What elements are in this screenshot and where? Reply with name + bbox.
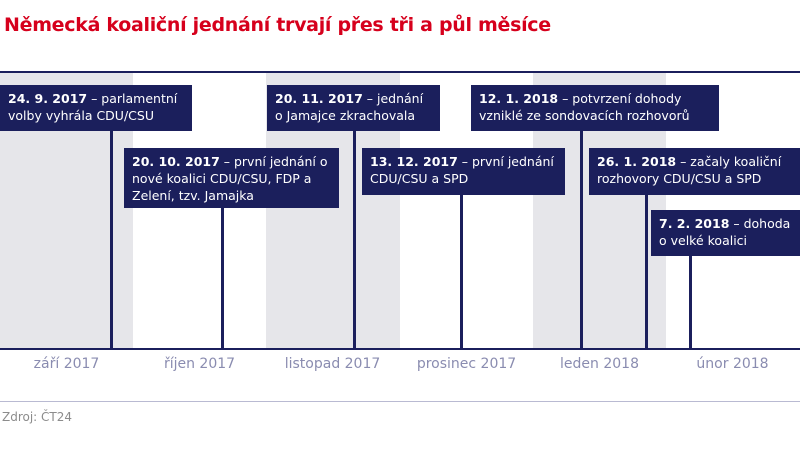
bottom-rule (0, 401, 800, 402)
month-label: únor 2018 (696, 356, 769, 372)
month-label: leden 2018 (560, 356, 639, 372)
source-note: Zdroj: ČT24 (2, 410, 73, 424)
event-stem (110, 131, 113, 349)
month-label: listopad 2017 (284, 356, 381, 372)
top-rule (0, 71, 800, 73)
event-box: 20. 10. 2017 – první jednání o nové koal… (124, 148, 339, 208)
timeline-axis (0, 348, 800, 350)
event-stem (645, 195, 648, 349)
month-label: prosinec 2017 (416, 356, 517, 372)
event-stem (689, 256, 692, 349)
event-stem (460, 195, 463, 349)
event-box: 26. 1. 2018 – začaly koaliční rozhovory … (589, 148, 800, 195)
event-box: 12. 1. 2018 – potvrzení dohody vzniklé z… (471, 85, 719, 131)
event-box: 7. 2. 2018 – dohoda o velké koalici (651, 210, 800, 256)
event-stem (221, 208, 224, 349)
month-label: září 2017 (33, 356, 100, 372)
event-box: 13. 12. 2017 – první jednání CDU/CSU a S… (362, 148, 565, 195)
event-box: 24. 9. 2017 – parlamentní volby vyhrála … (0, 85, 192, 131)
month-label: říjen 2017 (163, 356, 236, 372)
chart-title: Německá koaliční jednání trvají přes tři… (4, 14, 551, 36)
event-stem (580, 131, 583, 349)
event-box: 20. 11. 2017 – jednání o Jamajce zkracho… (267, 85, 440, 131)
event-stem (353, 131, 356, 349)
